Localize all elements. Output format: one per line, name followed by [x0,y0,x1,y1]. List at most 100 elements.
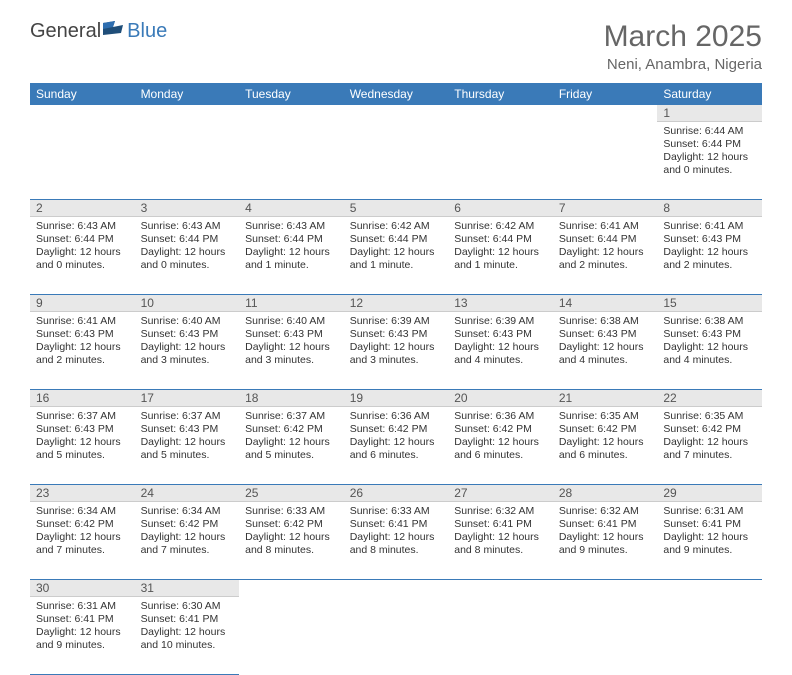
sunset-text: Sunset: 6:42 PM [350,423,443,436]
day-cell [657,597,762,675]
sunrise-text: Sunrise: 6:43 AM [245,220,338,233]
weekday-header: Sunday [30,83,135,105]
sunrise-text: Sunrise: 6:41 AM [559,220,652,233]
day-cell: Sunrise: 6:33 AMSunset: 6:42 PMDaylight:… [239,502,344,580]
sunset-text: Sunset: 6:44 PM [36,233,129,246]
sunrise-text: Sunrise: 6:39 AM [350,315,443,328]
sunset-text: Sunset: 6:43 PM [141,328,234,341]
day-cell: Sunrise: 6:37 AMSunset: 6:43 PMDaylight:… [30,407,135,485]
sunrise-text: Sunrise: 6:40 AM [245,315,338,328]
day-number-cell [553,105,658,122]
sunset-text: Sunset: 6:43 PM [454,328,547,341]
sunrise-text: Sunrise: 6:31 AM [36,600,129,613]
sunrise-text: Sunrise: 6:34 AM [36,505,129,518]
day-cell [239,122,344,200]
sunset-text: Sunset: 6:41 PM [663,518,756,531]
day-number-cell: 12 [344,295,449,312]
day-number-cell: 18 [239,390,344,407]
sunrise-text: Sunrise: 6:43 AM [141,220,234,233]
week-row: Sunrise: 6:31 AM Sunset: 6:41 PM Daylight:… [30,597,762,675]
day-number-cell: 14 [553,295,658,312]
sunset-text: Sunset: 6:42 PM [454,423,547,436]
daylight-text: Daylight: 12 hours and 6 minutes. [350,436,443,462]
sunset-text: Sunset: 6:41 PM [454,518,547,531]
sunrise-text: Sunrise: 6:38 AM [663,315,756,328]
day-number-cell: 10 [135,295,240,312]
sunset-text: Sunset: 6:42 PM [663,423,756,436]
flag-icon [103,20,125,43]
sunset-text: Sunset: 6:43 PM [663,328,756,341]
sunrise-text: Sunrise: 6:36 AM [350,410,443,423]
day-number-cell: 24 [135,485,240,502]
sunrise-text: Sunrise: 6:35 AM [559,410,652,423]
daylight-text: Daylight: 12 hours and 1 minute. [454,246,547,272]
daylight-text: Daylight: 12 hours and 9 minutes. [36,626,129,652]
daynum-row: 2345678 [30,200,762,217]
day-cell: Sunrise: 6:37 AMSunset: 6:43 PMDaylight:… [135,407,240,485]
day-number-cell: 6 [448,200,553,217]
daylight-text: Daylight: 12 hours and 7 minutes. [663,436,756,462]
day-cell [553,122,658,200]
daylight-text: Daylight: 12 hours and 1 minute. [245,246,338,272]
day-cell: Sunrise: 6:42 AMSunset: 6:44 PMDaylight:… [344,217,449,295]
day-number-cell [657,580,762,597]
day-number-cell: 31 [135,580,240,597]
calendar-table: SundayMondayTuesdayWednesdayThursdayFrid… [30,83,762,675]
day-number-cell: 16 [30,390,135,407]
sunrise-text: Sunrise: 6:35 AM [663,410,756,423]
weekday-header: Wednesday [344,83,449,105]
sunset-text: Sunset: 6:41 PM [559,518,652,531]
sunset-text: Sunset: 6:43 PM [663,233,756,246]
week-row: Sunrise: 6:41 AMSunset: 6:43 PMDaylight:… [30,312,762,390]
day-cell [344,597,449,675]
day-number-cell: 9 [30,295,135,312]
day-number-cell [239,105,344,122]
sunrise-text: Sunrise: 6:36 AM [454,410,547,423]
week-row: Sunrise: 6:44 AMSunset: 6:44 PMDaylight:… [30,122,762,200]
weekday-header: Tuesday [239,83,344,105]
day-number-cell: 4 [239,200,344,217]
sunset-text: Sunset: 6:41 PM [141,613,234,626]
sunrise-text: Sunrise: 6:42 AM [454,220,547,233]
day-number-cell: 11 [239,295,344,312]
daylight-text: Daylight: 12 hours and 4 minutes. [559,341,652,367]
weekday-header: Monday [135,83,240,105]
daylight-text: Daylight: 12 hours and 3 minutes. [245,341,338,367]
sunset-text: Sunset: 6:44 PM [350,233,443,246]
sunset-text: Sunset: 6:44 PM [454,233,547,246]
logo-text-general: General [30,20,101,43]
daylight-text: Daylight: 12 hours and 8 minutes. [454,531,547,557]
week-row: Sunrise: 6:43 AMSunset: 6:44 PMDaylight:… [30,217,762,295]
daylight-text: Daylight: 12 hours and 3 minutes. [141,341,234,367]
week-row: Sunrise: 6:37 AMSunset: 6:43 PMDaylight:… [30,407,762,485]
calendar-body: 1Sunrise: 6:44 AMSunset: 6:44 PMDaylight… [30,105,762,675]
daylight-text: Daylight: 12 hours and 8 minutes. [245,531,338,557]
day-cell: Sunrise: 6:33 AMSunset: 6:41 PMDaylight:… [344,502,449,580]
sunrise-text: Sunrise: 6:43 AM [36,220,129,233]
day-number-cell [239,580,344,597]
sunrise-text: Sunrise: 6:39 AM [454,315,547,328]
daylight-text: Daylight: 12 hours and 3 minutes. [350,341,443,367]
daylight-text: Daylight: 12 hours and 6 minutes. [559,436,652,462]
day-cell [448,122,553,200]
sunset-text: Sunset: 6:42 PM [559,423,652,436]
day-cell: Sunrise: 6:37 AMSunset: 6:42 PMDaylight:… [239,407,344,485]
sunrise-text: Sunrise: 6:34 AM [141,505,234,518]
day-number-cell: 22 [657,390,762,407]
sunset-text: Sunset: 6:42 PM [36,518,129,531]
sunset-text: Sunset: 6:41 PM [350,518,443,531]
day-number-cell: 2 [30,200,135,217]
daylight-text: Daylight: 12 hours and 0 minutes. [663,151,756,177]
day-number-cell [553,580,658,597]
day-number-cell [448,580,553,597]
daylight-text: Daylight: 12 hours and 9 minutes. [663,531,756,557]
daynum-row: 16171819202122 [30,390,762,407]
day-number-cell: 23 [30,485,135,502]
daylight-text: Daylight: 12 hours and 5 minutes. [36,436,129,462]
sunrise-text: Sunrise: 6:31 AM [663,505,756,518]
daylight-text: Daylight: 12 hours and 4 minutes. [454,341,547,367]
day-cell [30,122,135,200]
day-cell: Sunrise: 6:41 AMSunset: 6:43 PMDaylight:… [30,312,135,390]
page-header: General Blue March 2025 Neni, Anambra, N… [30,20,762,73]
day-cell: Sunrise: 6:35 AMSunset: 6:42 PMDaylight:… [657,407,762,485]
